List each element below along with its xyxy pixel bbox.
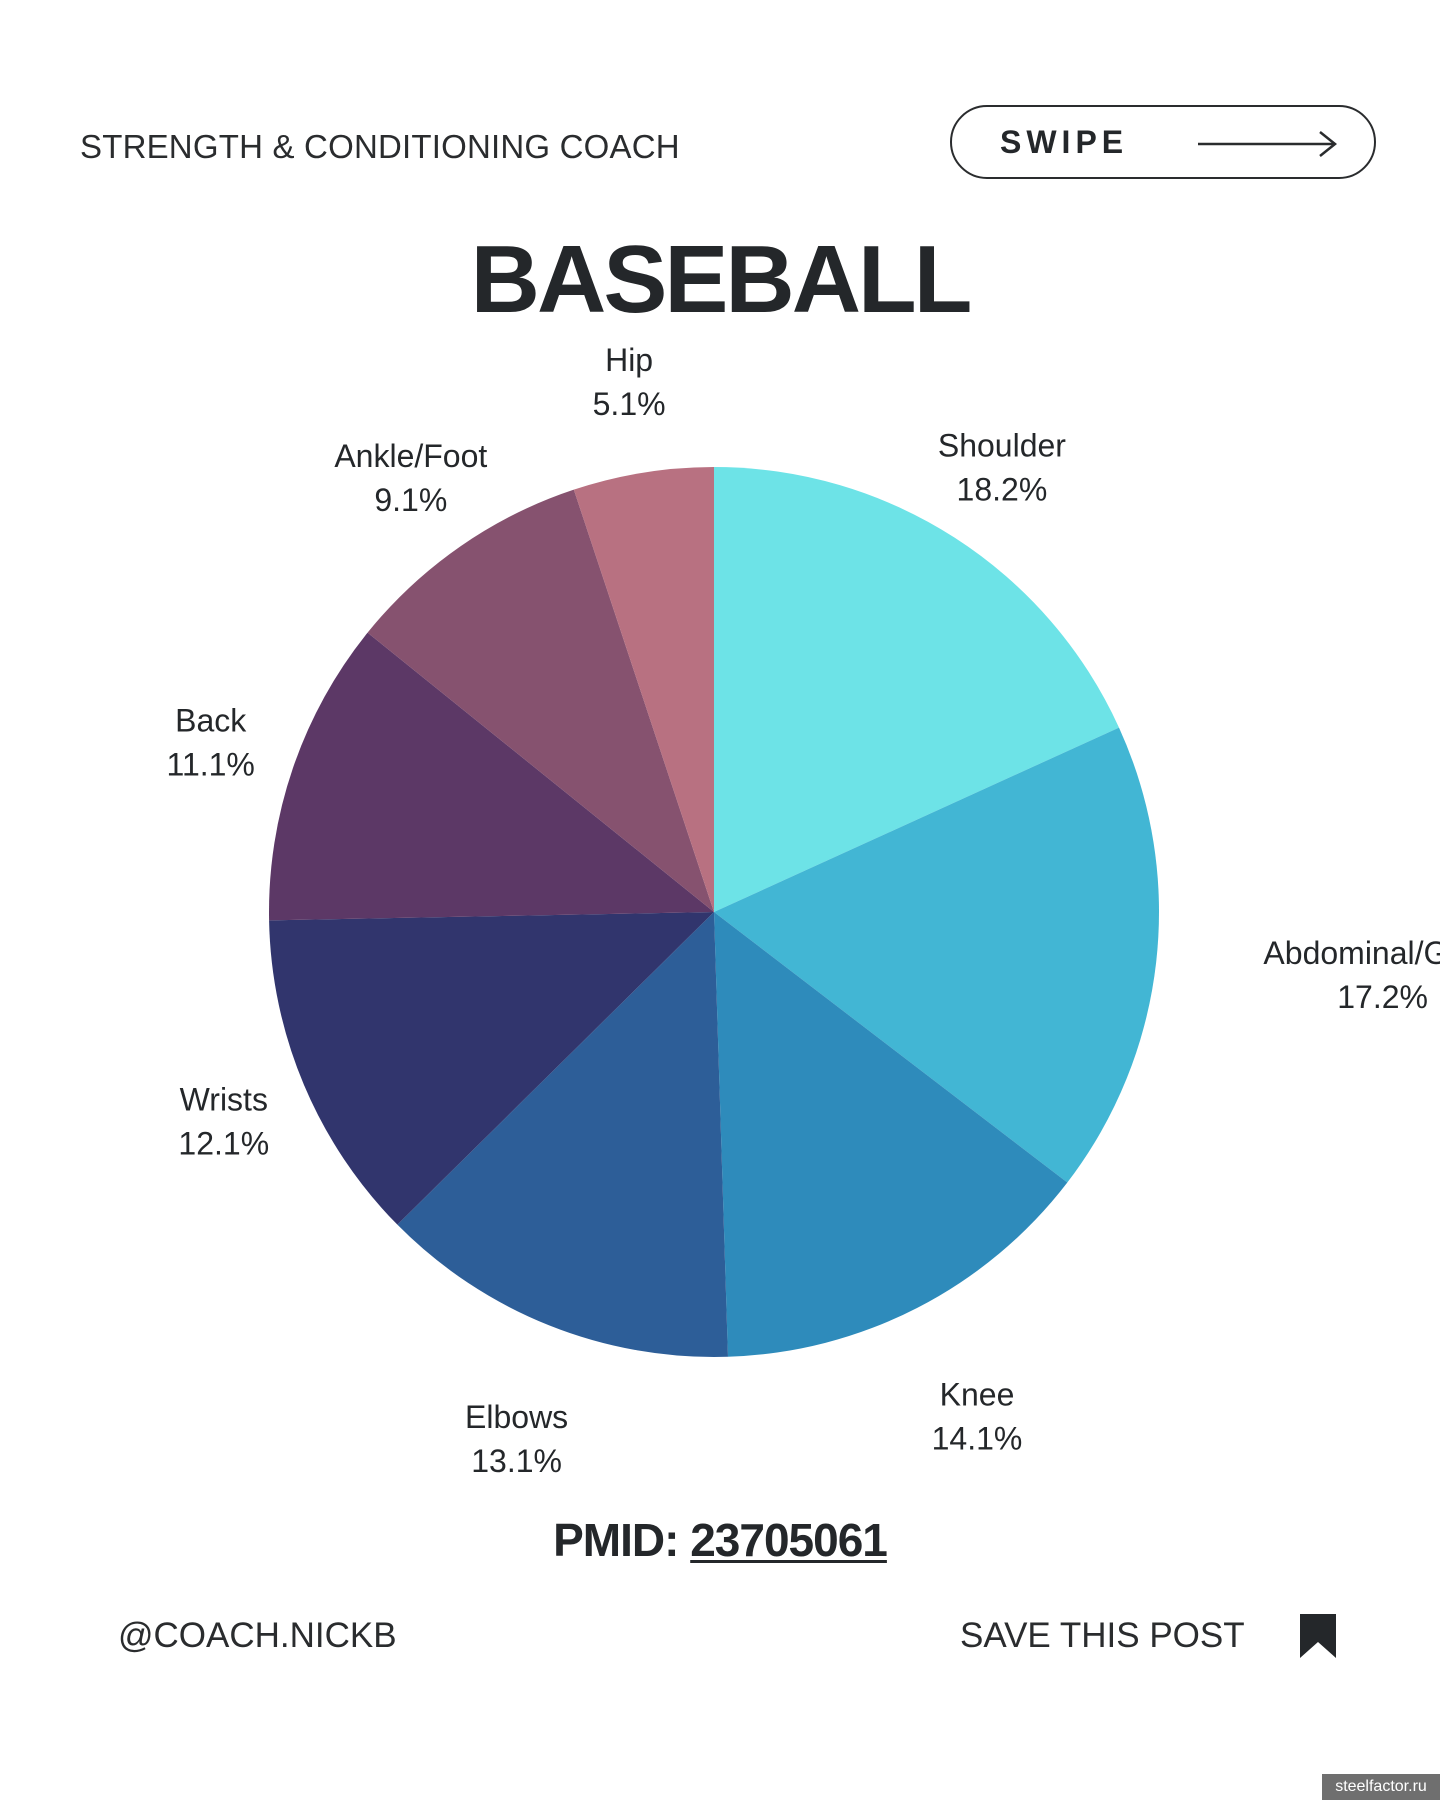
- slice-value-label: 13.1%: [471, 1443, 562, 1479]
- pie-slice-abdominal-groin: [714, 727, 1160, 1183]
- slice-value-label: 12.1%: [178, 1126, 269, 1162]
- watermark: steelfactor.ru: [1322, 1774, 1440, 1800]
- arrow-right-icon: [1198, 131, 1338, 157]
- author-handle: @COACH.NICKB: [118, 1616, 397, 1655]
- slice-value-label: 5.1%: [593, 386, 666, 422]
- save-post-label[interactable]: SAVE THIS POST: [960, 1616, 1245, 1655]
- bookmark-icon[interactable]: [1298, 1612, 1338, 1660]
- pie-chart: Shoulder 18.2% Abdominal/Groin 17.2% Knee 14.…: [167, 342, 1440, 1479]
- pie-slice-ankle-foot: [367, 489, 714, 912]
- slice-value-label: 17.2%: [1337, 979, 1428, 1015]
- slice-label: Ankle/Foot: [334, 438, 487, 474]
- pie-slice-knee: [714, 912, 1068, 1357]
- slice-value-label: 11.1%: [167, 747, 255, 783]
- pie-slice-shoulder: [714, 467, 1119, 912]
- slice-value-label: 9.1%: [374, 482, 447, 518]
- slice-label: Hip: [605, 342, 653, 378]
- swipe-button[interactable]: SWIPE: [950, 105, 1376, 179]
- swipe-label: SWIPE: [1000, 123, 1129, 160]
- pmid-link[interactable]: 23705061: [690, 1514, 888, 1566]
- slice-label: Abdominal/Groin: [1263, 935, 1440, 971]
- pmid-reference: PMID: 23705061: [0, 1513, 1440, 1567]
- coach-kicker: STRENGTH & CONDITIONING COACH: [80, 128, 680, 165]
- slice-label: Shoulder: [938, 428, 1066, 464]
- slice-label: Knee: [940, 1376, 1015, 1412]
- slice-label: Wrists: [180, 1082, 268, 1118]
- slice-label: Back: [175, 703, 247, 739]
- page-title: BASEBALL: [470, 226, 973, 333]
- slice-label: Elbows: [465, 1399, 568, 1435]
- pie-slice-wrists: [269, 912, 714, 1225]
- pie-slice-hip: [573, 467, 714, 912]
- pie-slice-elbows: [397, 912, 728, 1357]
- pie-slice-back: [269, 632, 714, 921]
- slice-value-label: 18.2%: [957, 472, 1048, 508]
- pmid-prefix: PMID:: [553, 1514, 691, 1566]
- slice-value-label: 14.1%: [932, 1420, 1023, 1456]
